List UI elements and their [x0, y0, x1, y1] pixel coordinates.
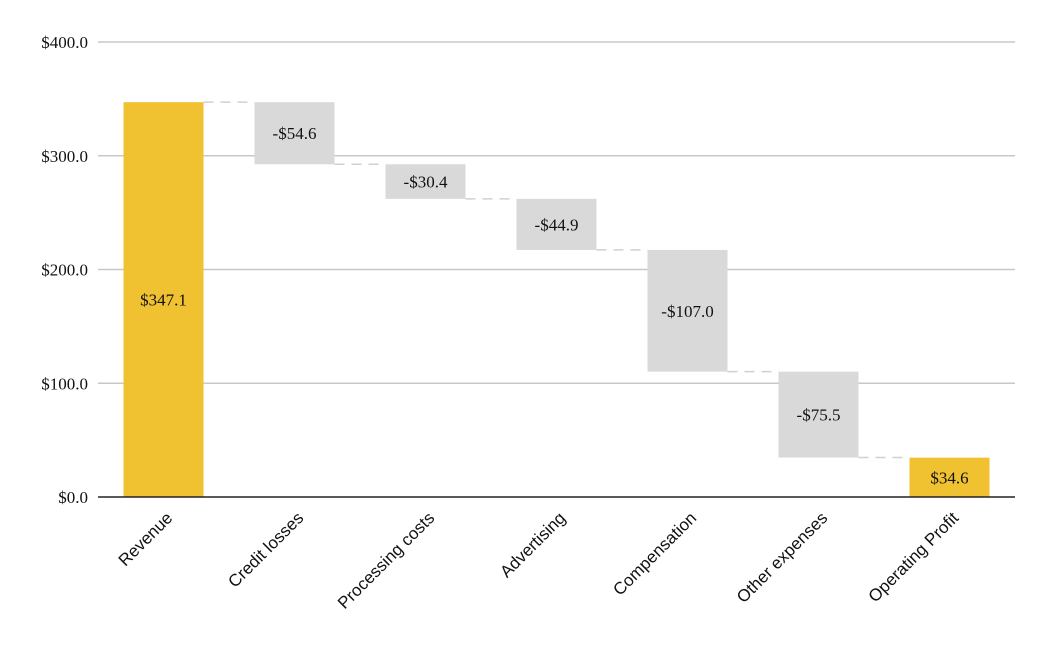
bar-data-label: -$75.5 [797, 406, 841, 425]
bar-data-label: $34.6 [930, 468, 968, 487]
x-category-label: Compensation [609, 508, 700, 599]
x-category-label: Revenue [115, 508, 177, 570]
total-bar [123, 102, 204, 497]
y-tick-label: $300.0 [41, 147, 88, 166]
bar-data-label: -$30.4 [404, 173, 448, 192]
bars [123, 102, 990, 497]
total-bar [909, 457, 990, 497]
bar-data-label: -$107.0 [661, 302, 713, 321]
delta-bar [778, 371, 859, 458]
delta-bar [647, 249, 728, 372]
delta-bar [516, 198, 597, 250]
x-category-label: Processing costs [334, 508, 438, 612]
delta-bar [385, 164, 466, 199]
x-category-label: Credit losses [224, 508, 307, 591]
x-category-label: Other expenses [733, 508, 831, 606]
x-category-label: Advertising [496, 508, 569, 581]
connectors [203, 101, 910, 459]
x-axis-category-labels: Revenue Credit losses Processing costs Adve… [115, 508, 963, 612]
bar-data-label: -$54.6 [273, 124, 317, 143]
bar-data-label: $347.1 [140, 291, 187, 310]
y-tick-label: $100.0 [41, 374, 88, 393]
y-tick-label: $200.0 [41, 261, 88, 280]
bar-data-label: -$44.9 [535, 215, 579, 234]
y-tick-label: $400.0 [41, 33, 88, 52]
x-category-label: Operating Profit [865, 508, 963, 606]
data-labels: $347.1 -$54.6 -$30.4 -$44.9 -$107.0 -$75.5 $34… [140, 124, 969, 487]
y-tick-label: $0.0 [58, 488, 88, 507]
gridlines [98, 41, 1015, 384]
y-axis-tick-labels: $0.0 $100.0 $200.0 $300.0 $400.0 [41, 33, 88, 507]
delta-bar [254, 102, 335, 165]
